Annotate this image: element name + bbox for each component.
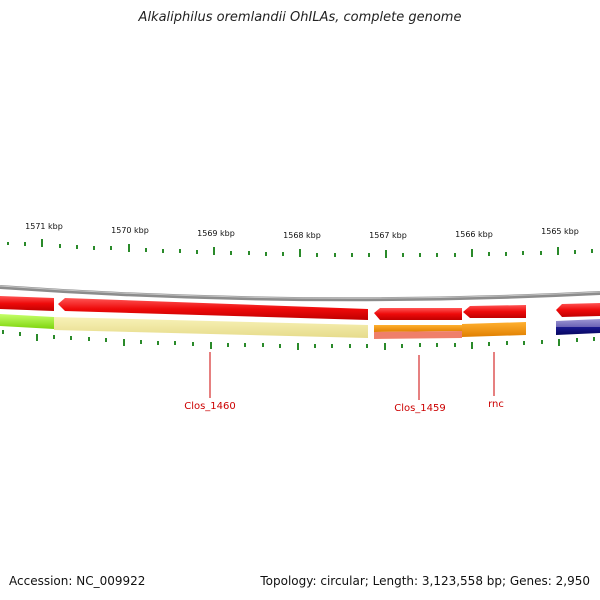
scale-label-1567: 1567 kbp (369, 231, 407, 240)
gene-arrow[interactable] (374, 308, 462, 320)
scale-ticks-lower (2, 330, 595, 350)
accession-value: NC_009922 (76, 574, 146, 588)
genome-backbone (0, 285, 600, 302)
feature-band[interactable] (374, 331, 462, 339)
gene-label-clos-1459[interactable]: Clos_1459 (394, 403, 446, 414)
feature-bands (0, 314, 600, 339)
feature-band[interactable] (374, 325, 462, 332)
feature-band[interactable] (556, 319, 600, 335)
map-title: Alkaliphilus oremlandii OhILAs, complete… (138, 10, 462, 25)
scale-label-1571: 1571 kbp (25, 222, 63, 231)
gene-label-rnc[interactable]: rnc (488, 399, 504, 410)
gene-arrow[interactable] (58, 298, 368, 320)
gene-label-clos-1460[interactable]: Clos_1460 (184, 401, 236, 412)
scale-label-1565: 1565 kbp (541, 227, 579, 236)
gene-arrow[interactable] (463, 305, 526, 318)
feature-band[interactable] (0, 314, 54, 329)
accession-info: Accession: NC_009922 (9, 574, 145, 588)
gene-leader-lines (209, 352, 495, 400)
scale-label-1566: 1566 kbp (455, 230, 493, 239)
feature-band[interactable] (54, 317, 368, 338)
scale-ticks-upper (7, 239, 593, 258)
scale-label-1569: 1569 kbp (197, 229, 235, 238)
accession-label: Accession: (9, 574, 73, 588)
topology-info: Topology: circular; Length: 3,123,558 bp… (260, 574, 590, 588)
gene-arrow[interactable] (0, 296, 54, 311)
scale-label-1568: 1568 kbp (283, 231, 321, 240)
forward-strand-genes (0, 296, 600, 320)
scale-label-1570: 1570 kbp (111, 226, 149, 235)
gene-arrow[interactable] (556, 303, 600, 317)
feature-band[interactable] (462, 322, 526, 337)
